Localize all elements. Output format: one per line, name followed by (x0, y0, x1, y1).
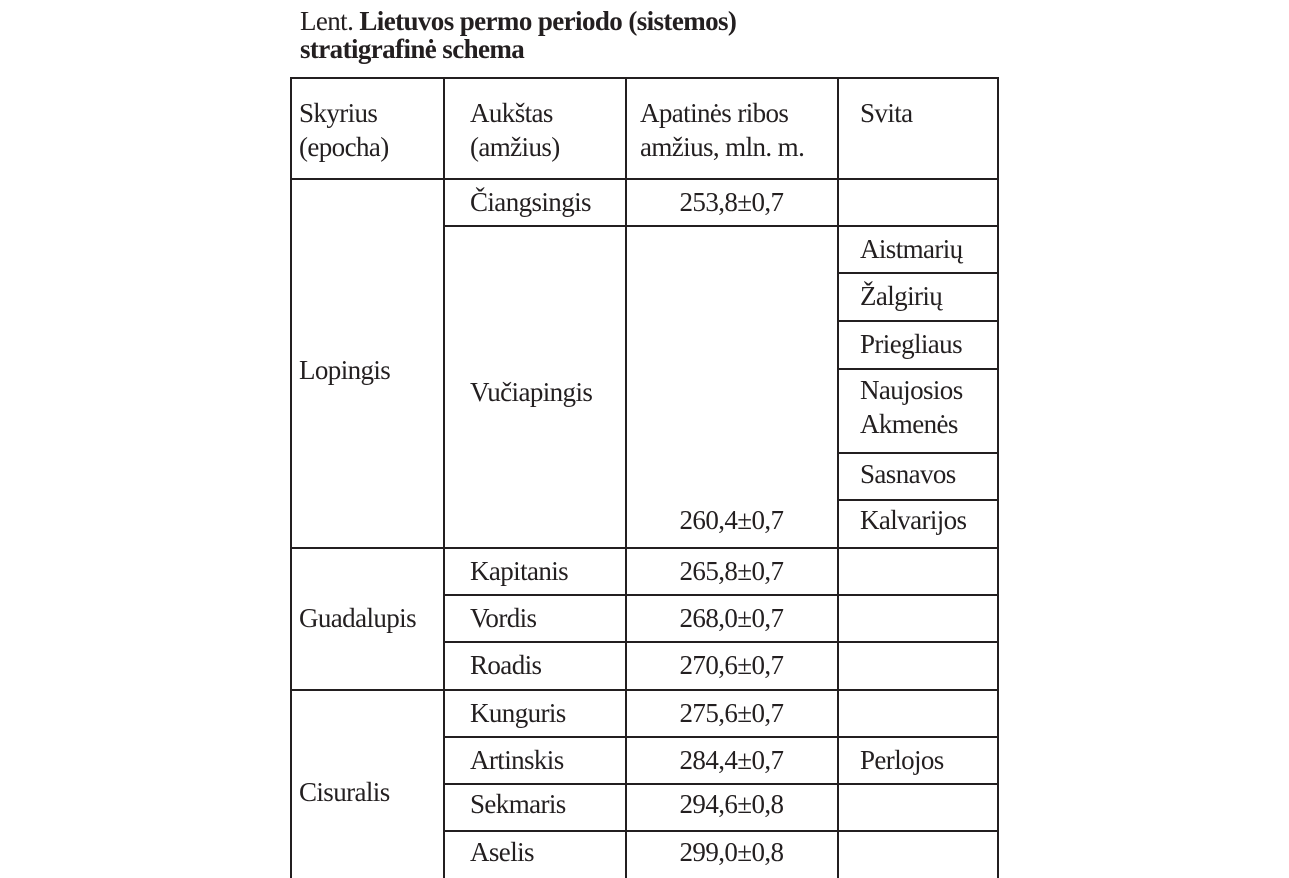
table-caption-line2: stratigrafinė schema (300, 34, 525, 65)
header-skyrius-sub: (epocha) (299, 132, 389, 162)
header-svita: Svita (860, 98, 913, 128)
stage-name: Čiangsingis (470, 187, 592, 217)
border (838, 320, 999, 322)
border (290, 689, 999, 691)
stage-age: 265,8±0,7 (679, 556, 785, 586)
border (443, 594, 999, 596)
header-skyrius: Skyrius (299, 98, 378, 128)
caption-title-line2: stratigrafinė schema (300, 34, 525, 64)
header-aukstas-sub: (amžius) (470, 132, 560, 162)
svita-name: Perlojos (860, 745, 944, 775)
svita-name-line2: Akmenės (860, 409, 958, 439)
stage-name: Roadis (470, 650, 542, 680)
stage-age: 270,6±0,7 (679, 650, 785, 680)
stage-name: Sekmaris (470, 789, 566, 819)
border (625, 77, 627, 878)
border (997, 77, 999, 878)
border (837, 77, 839, 878)
border (443, 783, 999, 785)
stage-name: Kapitanis (470, 556, 569, 586)
border (443, 225, 999, 227)
header-age-sub: amžius, mln. m. (640, 132, 805, 162)
header-aukstas: Aukštas (470, 98, 553, 128)
border (838, 499, 999, 501)
svita-name: Žalgirių (860, 281, 943, 311)
border (443, 77, 445, 878)
border (838, 368, 999, 370)
svita-name: Sasnavos (860, 459, 956, 489)
epoch-lopingis: Lopingis (299, 355, 391, 385)
stage-age: 294,6±0,8 (679, 789, 785, 819)
stage-name: Aselis (470, 837, 535, 867)
border (290, 77, 292, 878)
border (290, 178, 999, 180)
caption-title: Lietuvos permo periodo (sistemos) (359, 6, 737, 36)
stage-age: 284,4±0,7 (679, 745, 785, 775)
svita-name: Kalvarijos (860, 505, 967, 535)
border (443, 736, 999, 738)
svita-name: Aistmarių (860, 234, 963, 264)
stage-age: 260,4±0,7 (679, 505, 785, 535)
border (443, 641, 999, 643)
stage-name: Kunguris (470, 698, 566, 728)
svita-name: Priegliaus (860, 329, 963, 359)
border (443, 830, 999, 832)
border (290, 547, 999, 549)
stage-name: Vordis (470, 603, 537, 633)
table-caption: Lent. Lietuvos permo periodo (sistemos) (300, 6, 737, 37)
border (838, 272, 999, 274)
stage-age: 275,6±0,7 (679, 698, 785, 728)
svita-name: Naujosios (860, 375, 963, 405)
stage-age: 299,0±0,8 (679, 837, 785, 867)
caption-prefix: Lent. (300, 6, 354, 36)
border (290, 77, 999, 79)
stage-name: Artinskis (470, 745, 564, 775)
stage-age: 268,0±0,7 (679, 603, 785, 633)
epoch-guadalupis: Guadalupis (299, 603, 417, 633)
header-age: Apatinės ribos (640, 98, 789, 128)
stage-name: Vučiapingis (470, 377, 593, 407)
epoch-cisuralis: Cisuralis (299, 777, 390, 807)
border (838, 452, 999, 454)
stage-age: 253,8±0,7 (679, 187, 785, 217)
